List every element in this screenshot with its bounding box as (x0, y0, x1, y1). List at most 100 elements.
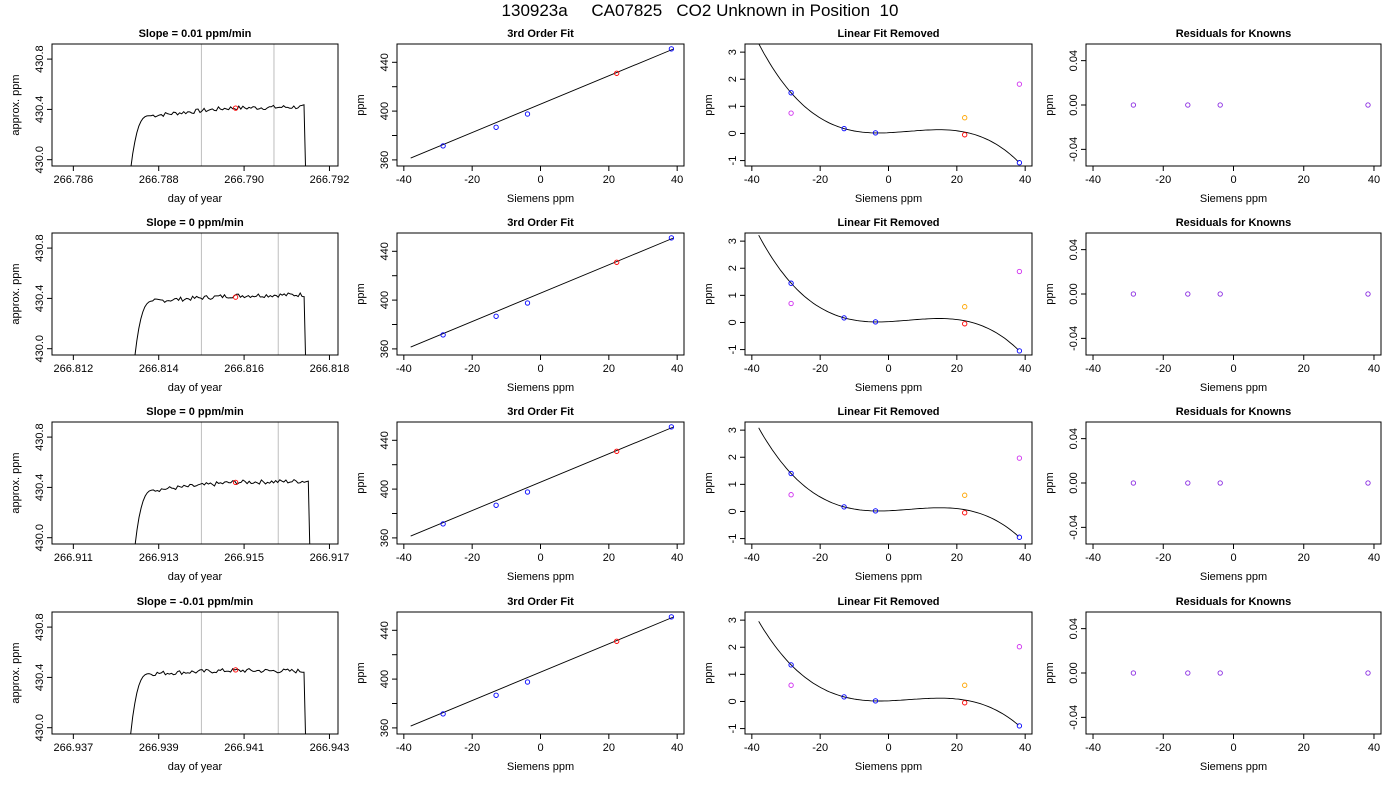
x-tick-label: 20 (603, 174, 615, 186)
residual-point (1130, 480, 1137, 486)
known-standard-point (524, 489, 531, 495)
known-standard-point (524, 679, 531, 685)
panel-title: Slope = 0.01 ppm/min (139, 28, 252, 40)
unknown-mean-point (232, 667, 239, 673)
residual-point (1185, 670, 1191, 676)
cubic-fit-curve (758, 427, 1019, 537)
x-tick-label: 266.913 (139, 552, 179, 564)
x-tick-label: -20 (1155, 742, 1171, 754)
plot-frame (51, 421, 339, 545)
cubic-fit-curve (758, 234, 1019, 351)
y-tick-label: 3 (727, 617, 739, 623)
y-tick-label: 430.8 (34, 423, 46, 451)
x-tick-label: 266.915 (224, 552, 264, 564)
y-tick-label: 0 (727, 508, 739, 514)
x-tick-label: 20 (951, 742, 963, 754)
plot-frame (1085, 421, 1382, 545)
x-tick-label: 0 (537, 742, 543, 754)
residual-point (1365, 480, 1371, 486)
y-tick-label: -1 (727, 534, 739, 544)
y-axis-label: ppm (355, 94, 367, 115)
y-tick-label: -0.04 (1068, 705, 1080, 730)
x-tick-label: 20 (603, 363, 615, 375)
alt-fit-point (788, 300, 794, 307)
y-tick-label: 2 (727, 76, 739, 82)
y-tick-label: 430.0 (34, 146, 46, 174)
plot-frame (1085, 232, 1382, 356)
y-tick-label: 0.00 (1068, 94, 1080, 115)
unknown-sample-point (962, 700, 968, 706)
known-standard-point (493, 502, 499, 508)
known-standard-point (788, 280, 794, 286)
panel-title: Residuals for Knowns (1176, 596, 1292, 608)
known-standard-point (493, 692, 499, 698)
y-axis-label: approx. ppm (10, 642, 22, 703)
y-tick-label: 400 (379, 480, 391, 498)
x-tick-label: 0 (537, 552, 543, 564)
x-tick-label: 40 (1019, 552, 1031, 564)
panel-title: Residuals for Knowns (1176, 406, 1292, 418)
x-tick-label: -20 (812, 742, 828, 754)
fit-curve (410, 616, 674, 727)
panel-title: Linear Fit Removed (837, 217, 939, 229)
x-axis-label: day of year (168, 193, 223, 205)
alt-fit-point (788, 682, 794, 688)
plot-frame (744, 232, 1033, 356)
x-tick-label: 40 (1368, 174, 1380, 186)
residual-point (1185, 291, 1191, 297)
known-standard-point (841, 315, 847, 321)
y-tick-label: 1 (727, 481, 739, 487)
y-tick-label: 360 (379, 719, 391, 737)
y-axis-label: ppm (703, 94, 715, 115)
y-tick-label: 3 (727, 49, 739, 55)
alt-unknown-point (962, 682, 968, 688)
y-tick-label: 2 (727, 265, 739, 271)
x-tick-label: 0 (885, 742, 891, 754)
alt-fit-point (1016, 268, 1023, 275)
x-tick-label: 40 (671, 552, 683, 564)
y-axis-label: ppm (355, 283, 367, 304)
y-axis-label: ppm (355, 472, 367, 493)
x-tick-label: -40 (396, 174, 412, 186)
x-tick-label: 40 (671, 742, 683, 754)
known-standard-point (524, 300, 531, 306)
y-axis-label: ppm (703, 662, 715, 683)
x-tick-label: 266.911 (54, 552, 93, 564)
known-standard-point (841, 694, 847, 700)
concentration-trace (130, 667, 306, 734)
y-tick-label: -0.04 (1068, 137, 1080, 162)
known-standard-point (668, 614, 675, 620)
x-tick-label: -20 (812, 552, 828, 564)
y-tick-label: 430.4 (34, 474, 46, 502)
y-axis-label: ppm (1044, 94, 1056, 115)
alt-unknown-point (962, 115, 968, 121)
x-tick-label: 266.818 (310, 363, 350, 375)
x-tick-label: 266.816 (224, 363, 264, 375)
x-tick-label: 0 (1230, 174, 1236, 186)
x-axis-label: Siemens ppm (855, 193, 922, 205)
fit-curve (410, 237, 674, 348)
y-tick-label: 400 (379, 670, 391, 688)
fit-curve (410, 426, 674, 537)
panel-title: Residuals for Knowns (1176, 28, 1292, 40)
y-tick-label: 430.4 (34, 96, 46, 124)
unknown-mean-point (232, 294, 239, 300)
x-tick-label: 40 (1368, 742, 1380, 754)
cubic-fit-curve (758, 621, 1019, 726)
x-tick-label: 20 (1298, 363, 1310, 375)
x-axis-label: day of year (168, 382, 223, 394)
panel-title: 3rd Order Fit (507, 596, 574, 608)
x-axis-label: day of year (168, 761, 223, 773)
known-standard-point (493, 124, 499, 130)
y-tick-label: 430.4 (34, 285, 46, 313)
x-tick-label: 0 (885, 552, 891, 564)
fit-curve (410, 48, 674, 159)
concentration-trace (130, 104, 306, 166)
y-tick-label: 430.0 (34, 335, 46, 363)
x-tick-label: -20 (464, 742, 480, 754)
y-tick-label: 0.00 (1068, 472, 1080, 493)
y-axis-label: approx. ppm (10, 452, 22, 513)
plot-frame (744, 43, 1033, 167)
x-tick-label: 40 (1019, 742, 1031, 754)
